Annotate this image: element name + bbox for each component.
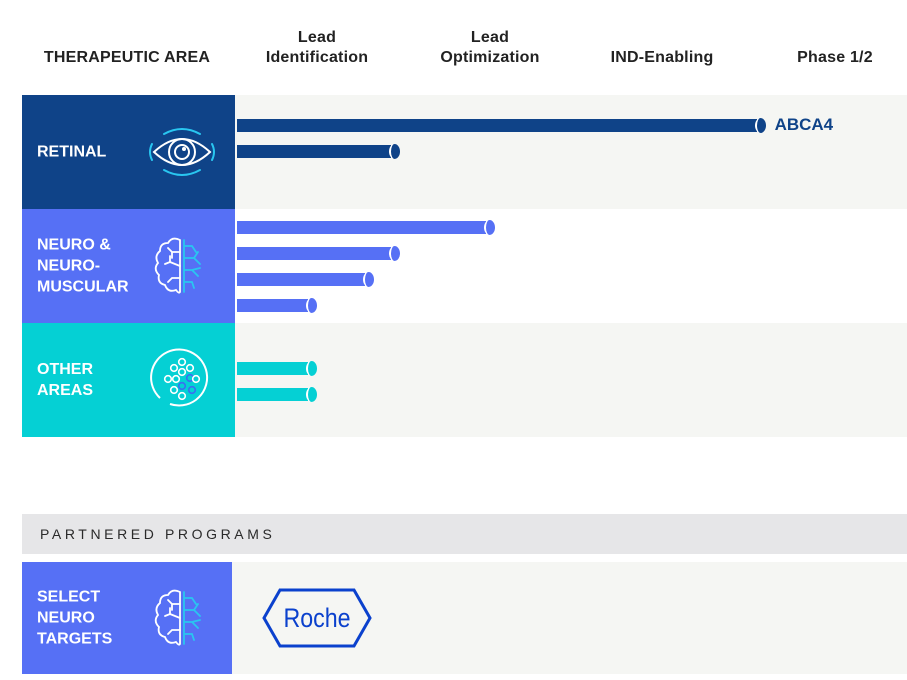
program-bar <box>237 119 757 132</box>
program-bar <box>237 273 365 286</box>
program-bar-endpoint <box>754 118 766 133</box>
program-bar-endpoint <box>483 220 495 235</box>
program-bar <box>237 388 309 401</box>
pipeline-track <box>232 209 907 323</box>
cell-glyph <box>177 391 187 401</box>
area-label-line: SELECT <box>37 588 101 606</box>
stage-header-line1 <box>572 28 752 48</box>
stage-header-line2: IND-Enabling <box>610 49 714 66</box>
pipeline-track: ABCA4 <box>232 95 907 209</box>
area-label-line: NEURO & <box>37 236 111 254</box>
area-label-line: TARGETS <box>37 630 113 648</box>
program-bar <box>237 362 309 375</box>
program-bar <box>237 145 391 158</box>
program-bar-endpoint <box>306 361 318 376</box>
cell-glyph <box>171 374 181 384</box>
roche-logo-text: Roche <box>283 603 350 633</box>
stage-header: Phase 1/2 <box>745 28 907 68</box>
stage-header: Lead Optimization <box>400 28 580 68</box>
cell-glyph <box>169 385 179 395</box>
partnered-programs-band: PARTNERED PROGRAMS <box>22 514 907 554</box>
cell-glyph <box>163 374 173 384</box>
stage-header-line1: Lead <box>297 29 337 46</box>
cell-glyph <box>187 385 197 395</box>
area-label-retinal: RETINAL <box>22 95 232 209</box>
stage-header-line2: Optimization <box>440 49 540 66</box>
partnered-row: SELECT NEURO TARGETS Roche <box>22 562 907 674</box>
area-label-text: RETINAL <box>37 142 106 163</box>
cell-glyph <box>177 357 187 367</box>
program-bar-endpoint <box>306 387 318 402</box>
stage-header: IND-Enabling <box>572 28 752 68</box>
program-bar <box>237 221 486 234</box>
roche-logo: Roche <box>262 588 372 648</box>
cell-glyph <box>169 363 179 373</box>
stage-header-line1: Lead <box>470 29 510 46</box>
area-label-line: MUSCULAR <box>37 278 129 296</box>
program-bar-endpoint <box>388 144 400 159</box>
therapeutic-area-row: RETINAL ABCA4 <box>22 95 907 209</box>
program-bar <box>237 247 391 260</box>
area-label-line: AREAS <box>37 382 94 399</box>
area-label-neuro-neuro-muscular: NEURO & NEURO- MUSCULAR <box>22 209 232 323</box>
area-label-text: OTHER AREAS <box>37 359 93 401</box>
program-bar-endpoint <box>388 246 400 261</box>
area-label-line: OTHER <box>37 361 93 378</box>
cell-glyph <box>177 381 187 391</box>
cell-glyph <box>185 363 195 373</box>
stage-header-line2: Identification <box>265 49 369 66</box>
cells-icon <box>150 348 209 407</box>
brain-icon <box>154 237 201 294</box>
cell-glyph <box>191 374 201 384</box>
roche-logo-hexagon <box>262 588 372 648</box>
area-label-text: SELECT NEURO TARGETS <box>37 587 112 650</box>
stage-header-line2: Phase 1/2 <box>797 49 873 66</box>
program-bar <box>237 299 309 312</box>
program-bar-endpoint <box>363 272 374 287</box>
area-label-line: NEURO <box>37 609 95 627</box>
area-label-text: NEURO & NEURO- MUSCULAR <box>37 235 129 298</box>
therapeutic-area-row: NEURO & NEURO- MUSCULAR <box>22 209 907 323</box>
brain-icon <box>154 589 201 646</box>
eye-icon <box>149 128 215 176</box>
area-label-line: NEURO- <box>37 257 101 275</box>
partnered-programs-heading: PARTNERED PROGRAMS <box>40 526 276 542</box>
area-label-line: RETINAL <box>37 143 107 161</box>
program-target-label: ABCA4 <box>774 115 834 134</box>
pipeline-track <box>232 323 907 437</box>
stage-header: Lead Identification <box>227 28 407 68</box>
therapeutic-area-header: THERAPEUTIC AREA <box>43 49 211 66</box>
area-label-select-neuro-targets: SELECT NEURO TARGETS <box>22 562 232 674</box>
area-label-other-areas: OTHER AREAS <box>22 323 232 437</box>
cell-glyph <box>177 367 187 377</box>
stage-header-line1 <box>745 28 907 48</box>
therapeutic-area-row: OTHER AREAS <box>22 323 907 437</box>
program-bar-endpoint <box>306 298 318 313</box>
